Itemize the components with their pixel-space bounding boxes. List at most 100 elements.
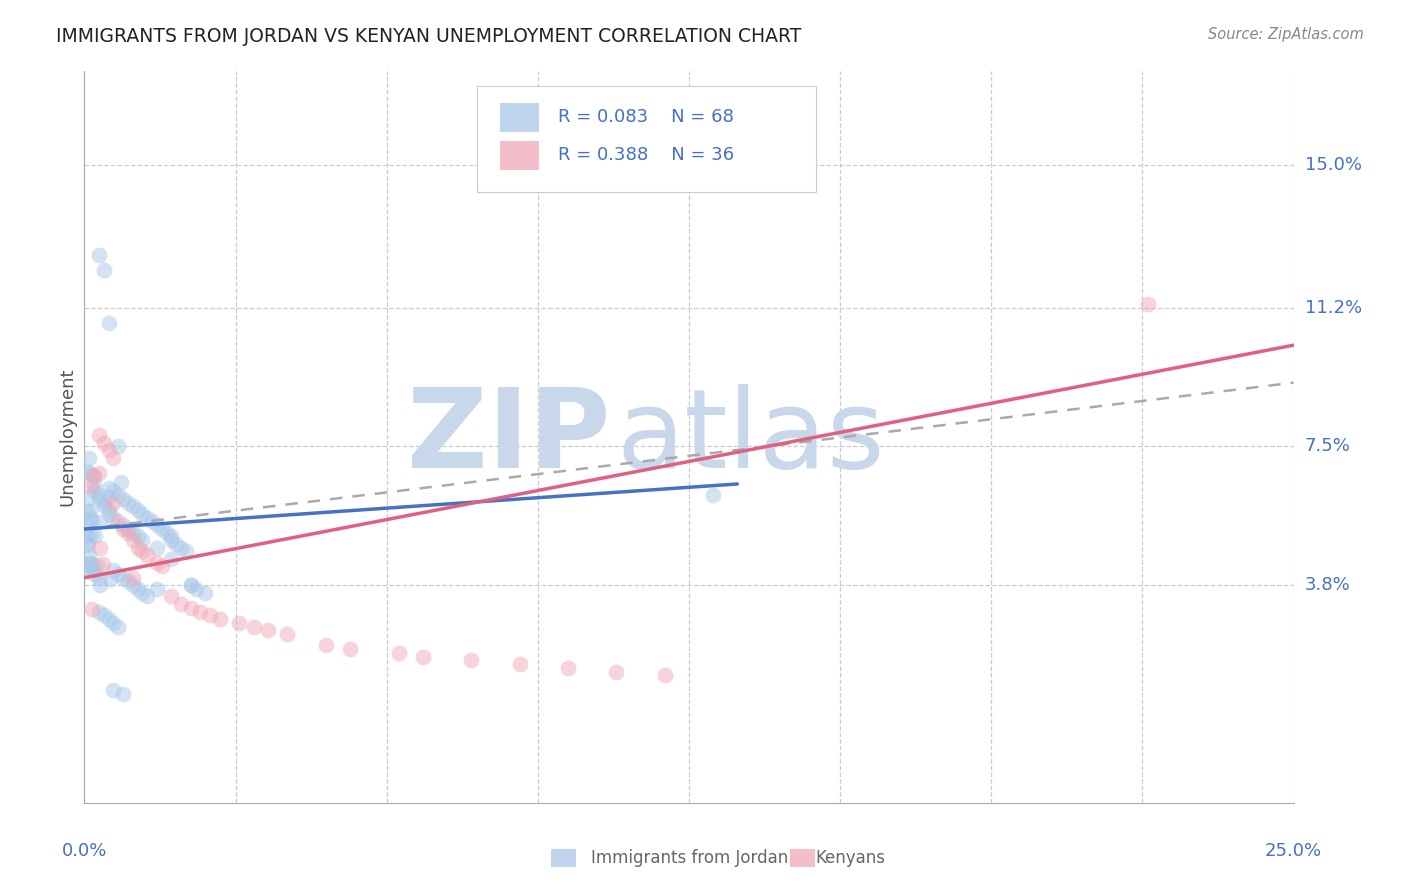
Text: Source: ZipAtlas.com: Source: ZipAtlas.com bbox=[1208, 27, 1364, 42]
Text: Kenyans: Kenyans bbox=[815, 849, 886, 867]
Point bbox=[97, 507, 120, 521]
Point bbox=[77, 556, 100, 570]
FancyBboxPatch shape bbox=[478, 86, 815, 192]
Point bbox=[605, 665, 627, 679]
Point bbox=[84, 529, 107, 543]
Point bbox=[103, 496, 125, 510]
Point bbox=[180, 600, 202, 615]
Point bbox=[97, 612, 120, 626]
Point bbox=[91, 557, 114, 571]
Point bbox=[87, 488, 110, 502]
Point bbox=[198, 608, 221, 623]
Text: R = 0.388    N = 36: R = 0.388 N = 36 bbox=[558, 146, 734, 164]
Text: 0.0%: 0.0% bbox=[62, 842, 107, 860]
Point bbox=[80, 602, 103, 616]
Point bbox=[131, 533, 153, 548]
Point bbox=[97, 316, 120, 330]
Point bbox=[76, 503, 98, 517]
Text: 11.2%: 11.2% bbox=[1305, 299, 1362, 317]
Point bbox=[87, 428, 110, 442]
Point bbox=[131, 507, 153, 521]
Point bbox=[82, 468, 104, 483]
Point bbox=[98, 573, 121, 587]
Point bbox=[83, 563, 105, 577]
Point bbox=[97, 443, 120, 458]
Point bbox=[121, 525, 143, 540]
Point bbox=[170, 541, 193, 555]
Point bbox=[121, 571, 143, 585]
Point bbox=[86, 558, 108, 573]
Point bbox=[180, 578, 202, 592]
Point bbox=[127, 503, 149, 517]
Point bbox=[160, 590, 183, 604]
Point bbox=[150, 559, 173, 574]
Point bbox=[339, 642, 361, 657]
Point bbox=[146, 541, 169, 555]
Text: IMMIGRANTS FROM JORDAN VS KENYAN UNEMPLOYMENT CORRELATION CHART: IMMIGRANTS FROM JORDAN VS KENYAN UNEMPLO… bbox=[56, 27, 801, 45]
Point bbox=[242, 619, 264, 633]
Point bbox=[97, 490, 120, 504]
Point bbox=[77, 450, 100, 465]
Point bbox=[80, 478, 103, 492]
Point bbox=[112, 522, 135, 536]
Point bbox=[160, 533, 183, 548]
Point bbox=[110, 475, 132, 489]
Point bbox=[80, 528, 103, 542]
Point bbox=[77, 491, 100, 505]
Point bbox=[87, 491, 110, 506]
Point bbox=[117, 574, 139, 589]
Point bbox=[141, 515, 163, 529]
Point bbox=[315, 638, 337, 652]
Point bbox=[131, 586, 153, 600]
FancyBboxPatch shape bbox=[501, 103, 538, 132]
Point bbox=[136, 510, 159, 524]
Point bbox=[89, 578, 111, 592]
Point bbox=[160, 552, 183, 566]
Point bbox=[103, 683, 125, 698]
Point bbox=[107, 440, 129, 454]
Point bbox=[97, 481, 120, 495]
Point bbox=[112, 518, 135, 533]
Point bbox=[76, 529, 98, 543]
Point bbox=[146, 582, 169, 596]
Point bbox=[160, 529, 183, 543]
Text: R = 0.083    N = 68: R = 0.083 N = 68 bbox=[558, 109, 734, 127]
Point bbox=[112, 687, 135, 701]
Point bbox=[76, 465, 98, 479]
Point bbox=[83, 484, 105, 499]
Point bbox=[103, 510, 125, 524]
Point bbox=[228, 615, 250, 630]
Point bbox=[180, 578, 202, 592]
Point bbox=[117, 525, 139, 540]
Point bbox=[127, 541, 149, 555]
Point bbox=[257, 624, 280, 638]
Point bbox=[117, 522, 139, 536]
Point bbox=[93, 263, 115, 277]
Point bbox=[194, 586, 217, 600]
Point bbox=[103, 450, 125, 465]
Point bbox=[89, 541, 111, 555]
Point bbox=[83, 566, 105, 581]
Text: atlas: atlas bbox=[616, 384, 884, 491]
Point bbox=[87, 248, 110, 262]
Point bbox=[107, 515, 129, 529]
Point bbox=[80, 514, 103, 528]
Point bbox=[150, 522, 173, 536]
Point bbox=[112, 571, 135, 585]
Text: 3.8%: 3.8% bbox=[1305, 576, 1350, 594]
Point bbox=[93, 500, 115, 514]
Point bbox=[557, 661, 579, 675]
Point bbox=[97, 503, 120, 517]
FancyBboxPatch shape bbox=[501, 141, 538, 170]
Point bbox=[127, 529, 149, 543]
Point bbox=[93, 608, 115, 623]
Point bbox=[136, 548, 159, 562]
Text: 15.0%: 15.0% bbox=[1305, 156, 1361, 174]
Point bbox=[127, 582, 149, 596]
Point bbox=[80, 557, 103, 571]
Point bbox=[107, 488, 129, 502]
Point bbox=[77, 559, 100, 574]
Point bbox=[77, 548, 100, 562]
Point bbox=[190, 605, 212, 619]
Point bbox=[146, 518, 169, 533]
